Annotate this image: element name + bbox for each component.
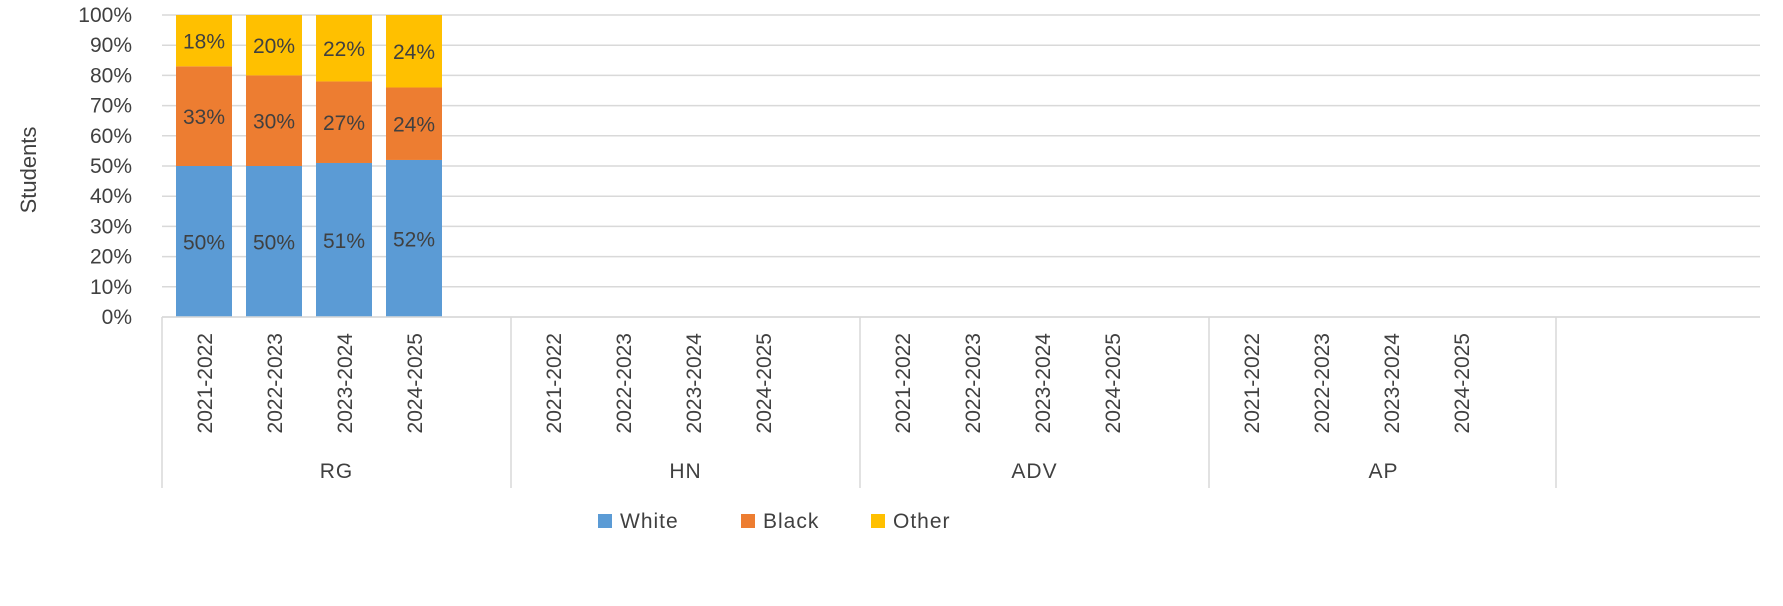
x-category-label: 2022-2023 xyxy=(613,333,636,433)
bar-segment-other xyxy=(386,15,442,88)
x-group-label: RG xyxy=(320,460,354,483)
x-category-label: 2023-2024 xyxy=(334,333,357,434)
y-tick-label: 10% xyxy=(90,276,132,299)
data-label: 27% xyxy=(323,112,365,135)
y-tick-label: 30% xyxy=(90,215,132,238)
x-category-label: 2023-2024 xyxy=(1032,333,1055,434)
x-category-label: 2023-2024 xyxy=(683,333,706,434)
x-axis: 2021-2022 2022-2023 2023-2024 2024-2025 RG 20… xyxy=(161,316,1760,488)
y-tick-label: 100% xyxy=(78,4,132,27)
bar-segment-black xyxy=(316,81,372,163)
x-category-label: 2022-2023 xyxy=(962,333,985,433)
bar-segment-white xyxy=(246,166,302,317)
bar-segment-white xyxy=(316,162,372,317)
data-label: 20% xyxy=(253,35,295,58)
x-group-label: HN xyxy=(669,460,701,483)
bars xyxy=(176,15,442,317)
bar-segment-other xyxy=(176,15,232,67)
data-labels: 50% 33% 18% 50% 30% 20% 51% 27% 22% 52% 24% 24% xyxy=(183,31,435,255)
bar-segment-black xyxy=(246,75,302,166)
bar-segment-white xyxy=(386,159,442,317)
y-tick-label: 0% xyxy=(102,306,132,329)
x-category-label: 2024-2025 xyxy=(1451,333,1474,433)
x-category-label: 2024-2025 xyxy=(753,333,776,433)
legend-swatch-other xyxy=(871,514,885,528)
y-tick-label: 80% xyxy=(90,64,132,87)
y-tick-label: 20% xyxy=(90,246,132,269)
y-tick-label: 40% xyxy=(90,185,132,208)
y-axis: 0% 10% 20% 30% 40% 50% 60% 70% 80% 90% 100% xyxy=(78,4,132,329)
data-label: 22% xyxy=(323,38,365,61)
x-category-label: 2021-2022 xyxy=(543,333,566,433)
data-label: 50% xyxy=(253,232,295,255)
bar-segment-black xyxy=(386,87,442,160)
legend-label: Other xyxy=(893,510,951,533)
bar-segment-other xyxy=(246,15,302,76)
data-label: 51% xyxy=(323,230,365,253)
x-category-label: 2023-2024 xyxy=(1381,333,1404,434)
x-category-label: 2021-2022 xyxy=(1241,333,1264,433)
x-group-label: ADV xyxy=(1011,460,1057,483)
data-label: 33% xyxy=(183,106,225,129)
bar-segment-white xyxy=(176,166,232,317)
data-label: 52% xyxy=(393,228,435,251)
legend-label: Black xyxy=(763,510,819,533)
x-category-label: 2022-2023 xyxy=(264,333,287,433)
legend: White Black Other xyxy=(598,510,951,533)
data-label: 50% xyxy=(183,232,225,255)
x-category-label: 2021-2022 xyxy=(892,333,915,433)
data-label: 30% xyxy=(253,111,295,134)
legend-swatch-white xyxy=(598,514,612,528)
data-label: 24% xyxy=(393,41,435,64)
y-tick-label: 70% xyxy=(90,95,132,118)
x-group-label: AP xyxy=(1368,460,1398,483)
y-tick-label: 90% xyxy=(90,34,132,57)
bar-segment-other xyxy=(316,15,372,82)
data-label: 18% xyxy=(183,31,225,54)
x-category-label: 2022-2023 xyxy=(1311,333,1334,433)
legend-swatch-black xyxy=(741,514,755,528)
y-axis-label: Students xyxy=(16,127,41,214)
data-label: 24% xyxy=(393,114,435,137)
x-category-label: 2024-2025 xyxy=(404,333,427,433)
legend-label: White xyxy=(620,510,679,533)
bar-segment-black xyxy=(176,66,232,166)
x-category-label: 2021-2022 xyxy=(194,333,217,433)
y-tick-label: 60% xyxy=(90,125,132,148)
x-category-label: 2024-2025 xyxy=(1102,333,1125,433)
y-tick-label: 50% xyxy=(90,155,132,178)
